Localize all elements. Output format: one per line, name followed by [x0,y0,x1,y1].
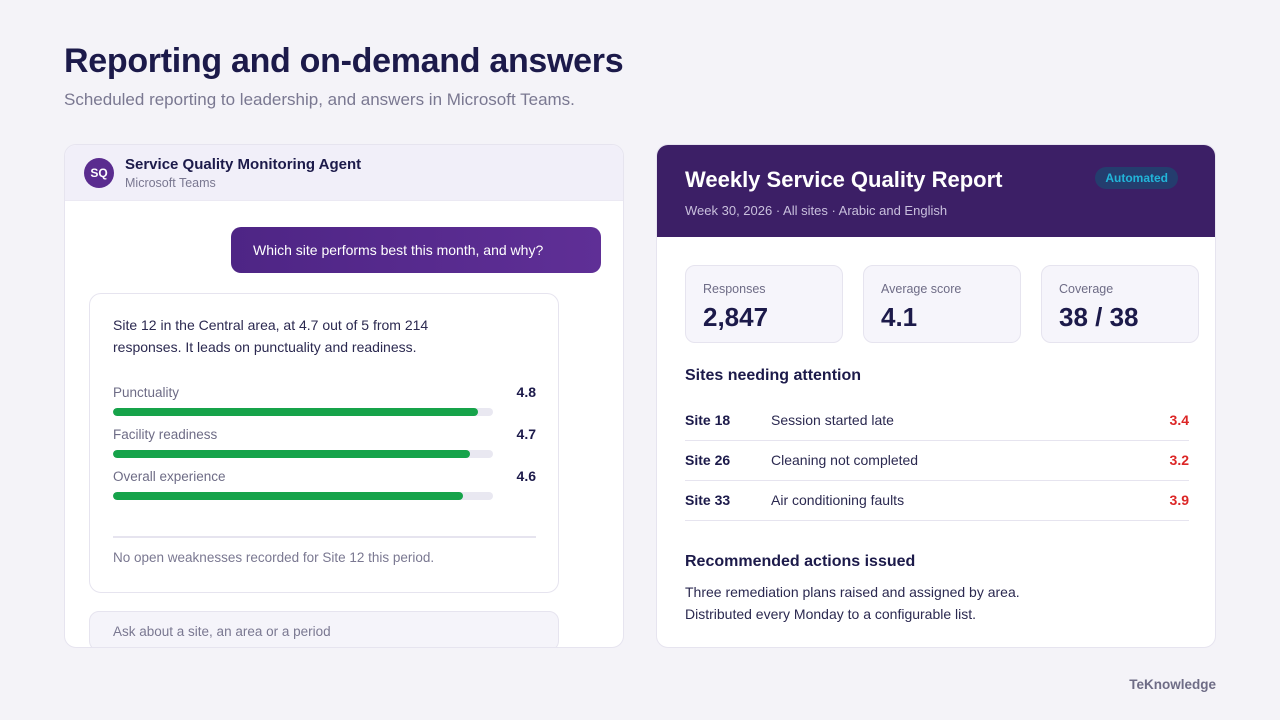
page-title: Reporting and on-demand answers [64,42,624,80]
report-title: Weekly Service Quality Report [685,167,1003,192]
site-id: Site 26 [685,452,731,468]
agent-name: Service Quality Monitoring Agent [125,155,362,173]
brand-logo-text: TeKnowledge [1129,677,1216,692]
site-row: Site 26 Cleaning not completed 3.2 [685,441,1189,481]
report-header: Weekly Service Quality Report Week 30, 2… [657,145,1215,237]
site-score: 3.2 [1169,452,1189,468]
agent-avatar: SQ [84,157,114,188]
page-subtitle: Scheduled reporting to leadership, and a… [64,90,575,109]
divider [113,536,536,538]
metric-label: Overall experience [113,469,226,484]
agent-meta: Service Quality Monitoring Agent Microso… [125,156,361,190]
metric-value: 4.7 [516,426,536,442]
kpi-label: Responses [703,282,766,296]
site-id: Site 33 [685,492,731,508]
metric-bar-fill [113,492,463,500]
agent-app: Microsoft Teams [125,175,216,190]
metric-punctuality: Punctuality 4.8 [113,384,536,416]
site-id: Site 18 [685,412,731,428]
ask-input[interactable] [89,611,559,647]
metric-bar-track [113,492,493,500]
metric-overall-experience: Overall experience 4.6 [113,468,536,500]
metric-bar-fill [113,408,478,416]
kpi-coverage: Coverage 38 / 38 [1041,265,1199,343]
answer-text: Site 12 in the Central area, at 4.7 out … [113,317,429,355]
report-meta: Week 30, 2026 · All sites · Arabic and E… [685,203,948,218]
kpi-value: 38 / 38 [1059,302,1139,332]
kpi-average-score: Average score 4.1 [863,265,1021,343]
metric-bar-fill [113,450,471,458]
actions-line: Distributed every Monday to a configurab… [685,606,977,622]
site-score: 3.9 [1169,492,1189,508]
site-issue: Cleaning not completed [771,452,919,468]
answer-note: No open weaknesses recorded for Site 12 … [113,550,435,565]
kpi-value: 2,847 [703,302,769,332]
metric-bar-track [113,408,493,416]
user-message-bubble: Which site performs best this month, and… [231,227,601,273]
metric-facility-readiness: Facility readiness 4.7 [113,426,536,458]
metric-bar-track [113,450,493,458]
metric-value: 4.6 [516,468,536,484]
site-row: Site 18 Session started late 3.4 [685,401,1189,441]
site-issue: Air conditioning faults [771,492,905,508]
agent-answer-card: Site 12 in the Central area, at 4.7 out … [89,293,559,593]
site-row: Site 33 Air conditioning faults 3.9 [685,481,1189,521]
metric-label: Punctuality [113,385,180,400]
chat-header: SQ Service Quality Monitoring Agent Micr… [65,145,623,201]
kpi-responses: Responses 2,847 [685,265,843,343]
weekly-report-panel: Weekly Service Quality Report Week 30, 2… [656,144,1216,648]
metric-value: 4.8 [516,384,536,400]
metric-label: Facility readiness [113,427,218,442]
actions-title: Recommended actions issued [685,553,916,570]
site-issue: Session started late [771,412,894,428]
actions-line: Three remediation plans raised and assig… [685,584,1020,600]
attention-title: Sites needing attention [685,367,862,384]
site-score: 3.4 [1169,412,1189,428]
kpi-label: Coverage [1059,282,1114,296]
kpi-label: Average score [881,282,962,296]
teams-chat-panel: SQ Service Quality Monitoring Agent Micr… [64,144,624,648]
kpi-value: 4.1 [881,302,918,332]
automated-badge: Automated [1095,167,1178,189]
